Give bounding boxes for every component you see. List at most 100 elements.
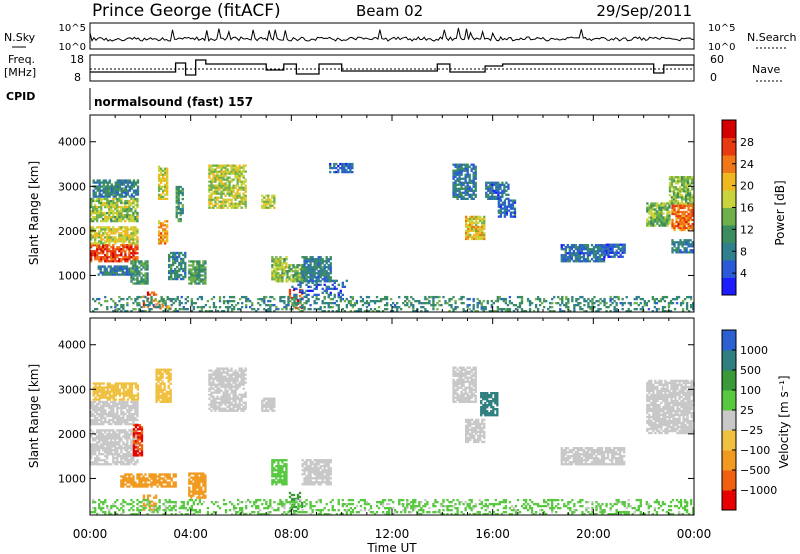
data-cell	[652, 220, 655, 223]
data-cell	[562, 248, 565, 251]
data-cell	[662, 222, 665, 225]
data-cell	[236, 188, 239, 191]
data-cell	[654, 224, 657, 227]
data-cell	[122, 485, 125, 488]
data-cell	[682, 180, 686, 183]
data-cell	[150, 483, 153, 486]
data-cell	[329, 256, 332, 259]
data-cell	[678, 196, 682, 199]
data-cell	[676, 194, 680, 197]
data-cell	[450, 303, 453, 307]
data-cell	[582, 256, 586, 259]
data-cell	[307, 268, 310, 271]
data-cell	[315, 301, 318, 305]
data-cell	[106, 420, 109, 424]
data-cell	[613, 255, 616, 258]
data-cell	[464, 231, 468, 235]
data-cell	[503, 207, 507, 210]
data-cell	[128, 447, 131, 450]
data-cell	[114, 384, 117, 387]
data-cell	[584, 260, 588, 263]
data-cell	[120, 402, 123, 406]
data-cell	[134, 398, 138, 401]
data-cell	[134, 228, 137, 231]
data-cell	[190, 272, 193, 275]
data-cell	[161, 305, 164, 308]
data-cell	[146, 264, 149, 267]
data-cell	[230, 186, 233, 189]
data-cell	[208, 204, 211, 207]
cpid-value: normalsound (fast) 157	[94, 95, 253, 109]
data-cell	[682, 198, 686, 201]
data-cell	[349, 166, 352, 170]
data-cell	[485, 195, 488, 198]
data-cell	[315, 293, 318, 297]
data-cell	[94, 254, 97, 257]
data-cell	[106, 455, 109, 458]
data-cell	[113, 273, 116, 276]
data-cell	[583, 299, 586, 303]
data-cell	[317, 266, 320, 269]
data-cell	[100, 234, 103, 237]
data-cell	[136, 450, 140, 453]
data-cell	[247, 299, 250, 303]
data-cell	[305, 274, 308, 277]
data-cell	[617, 243, 620, 246]
data-cell	[581, 295, 584, 299]
data-cell	[579, 305, 582, 309]
data-cell	[325, 291, 328, 295]
data-cell	[100, 193, 103, 196]
data-cell	[188, 260, 191, 263]
data-cell	[588, 252, 592, 255]
data-cell	[224, 200, 227, 203]
data-cell	[194, 274, 197, 277]
data-cell	[178, 267, 181, 271]
data-cell	[110, 305, 113, 309]
data-cell	[220, 202, 223, 205]
data-cell	[551, 305, 554, 309]
data-cell	[454, 175, 457, 178]
data-cell	[116, 238, 119, 241]
data-cell	[688, 176, 692, 179]
data-cell	[104, 295, 107, 299]
data-cell	[291, 297, 294, 301]
data-cell	[507, 209, 511, 212]
data-cell	[576, 256, 580, 259]
data-cell	[279, 256, 282, 259]
data-cell	[244, 190, 247, 193]
data-cell	[683, 204, 686, 208]
data-cell	[309, 285, 312, 289]
data-cell	[269, 305, 272, 309]
data-cell	[105, 267, 108, 270]
data-cell	[464, 197, 467, 200]
data-cell	[682, 184, 686, 187]
data-cell	[375, 295, 379, 299]
data-cell	[456, 187, 459, 190]
data-cell	[676, 188, 680, 191]
data-cell	[464, 185, 467, 188]
data-cell	[373, 299, 377, 303]
data-cell	[144, 264, 147, 267]
data-cell	[118, 461, 121, 464]
data-cell	[281, 299, 284, 303]
data-cell	[134, 230, 137, 233]
data-cell	[208, 190, 211, 193]
data-cell	[650, 208, 653, 211]
data-cell	[104, 179, 107, 182]
data-cell	[661, 295, 665, 299]
data-cell	[132, 262, 135, 265]
data-cell	[503, 205, 507, 208]
data-cell	[102, 447, 105, 450]
data-cell	[140, 454, 144, 457]
data-cell	[111, 273, 114, 276]
data-cell	[119, 267, 123, 270]
data-cell	[177, 205, 180, 209]
data-cell	[124, 254, 127, 257]
data-cell	[650, 206, 653, 209]
data-cell	[90, 451, 93, 454]
data-cell	[112, 193, 115, 196]
data-cell	[503, 199, 507, 202]
data-cell	[177, 201, 180, 205]
data-cell	[128, 406, 131, 410]
data-cell	[128, 215, 131, 219]
